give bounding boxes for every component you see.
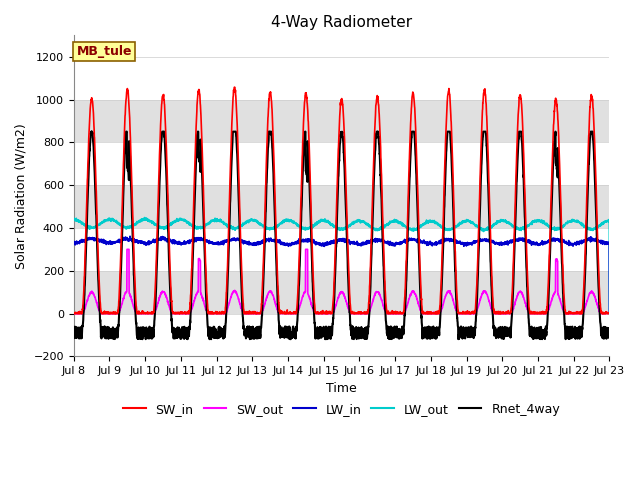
Rnet_4way [163, 186, 171, 192]
SW_in [538, 310, 545, 315]
LW_out [299, 225, 307, 230]
Rnet_4way [88, 129, 95, 134]
Rnet_4way [538, 329, 545, 335]
X-axis label: Time: Time [326, 382, 357, 395]
Rnet_4way [70, 324, 77, 330]
SW_in [595, 278, 603, 284]
LW_in [605, 311, 613, 316]
SW_out [595, 307, 603, 312]
SW_in [70, 311, 77, 316]
SW_in [131, 278, 139, 284]
SW_in [230, 84, 238, 90]
SW_in [299, 145, 307, 151]
Bar [74, 99, 609, 143]
Bar [74, 143, 609, 185]
LW_in [595, 238, 603, 244]
Line: LW_in: LW_in [74, 236, 609, 313]
SW_in [605, 311, 613, 316]
SW_out [123, 246, 131, 252]
Bar [74, 57, 609, 99]
SW_in [276, 307, 284, 312]
Bar [74, 185, 609, 228]
LW_out [141, 215, 148, 220]
SW_out [538, 311, 545, 316]
Line: SW_in: SW_in [74, 87, 609, 313]
LW_out [276, 222, 284, 228]
LW_in [299, 238, 307, 243]
SW_out [605, 311, 613, 316]
Legend: SW_in, SW_out, LW_in, LW_out, Rnet_4way: SW_in, SW_out, LW_in, LW_out, Rnet_4way [118, 398, 565, 420]
Bar [74, 271, 609, 313]
LW_out [538, 218, 545, 224]
LW_in [538, 240, 545, 246]
LW_in [70, 240, 77, 245]
LW_out [131, 221, 139, 227]
Rnet_4way [605, 327, 613, 333]
Rnet_4way [131, 305, 139, 311]
LW_in [126, 233, 134, 239]
LW_out [595, 222, 603, 228]
Bar [74, 313, 609, 356]
Title: 4-Way Radiometer: 4-Way Radiometer [271, 15, 412, 30]
LW_out [163, 225, 171, 230]
LW_in [131, 240, 139, 245]
Bar [74, 228, 609, 271]
SW_out [70, 311, 77, 316]
SW_out [276, 311, 284, 316]
Rnet_4way [276, 324, 284, 330]
Line: SW_out: SW_out [74, 249, 609, 313]
Rnet_4way [595, 302, 603, 308]
LW_in [276, 240, 284, 245]
Y-axis label: Solar Radiation (W/m2): Solar Radiation (W/m2) [15, 123, 28, 269]
SW_out [131, 308, 139, 314]
Text: MB_tule: MB_tule [76, 45, 132, 58]
SW_in [163, 154, 170, 160]
Line: LW_out: LW_out [74, 217, 609, 313]
LW_in [163, 236, 171, 242]
LW_out [605, 311, 613, 316]
SW_out [163, 296, 171, 301]
Line: Rnet_4way: Rnet_4way [74, 132, 609, 339]
SW_out [299, 294, 307, 300]
Rnet_4way [299, 175, 307, 180]
Rnet_4way [321, 336, 329, 342]
LW_out [70, 216, 77, 222]
